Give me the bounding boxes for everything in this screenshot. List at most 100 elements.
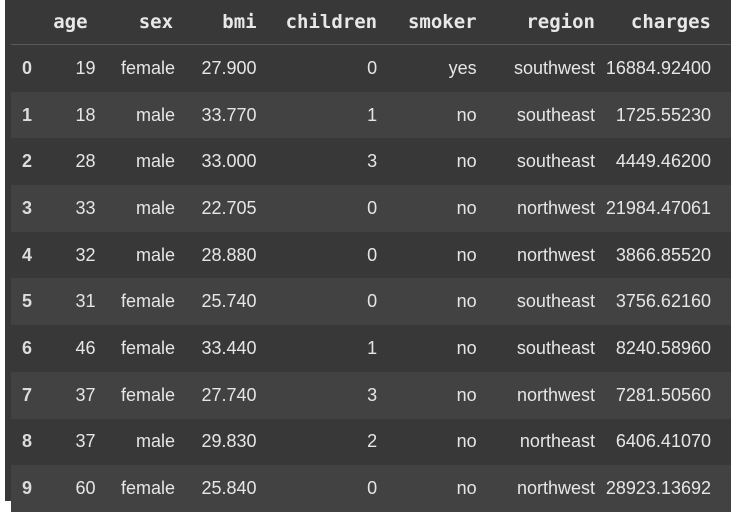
table-row: 1 18 male 33.770 1 no southeast 1725.55230 — [11, 91, 731, 139]
cell-bmi: 25.840 — [201, 478, 257, 499]
cell-region: northwest — [516, 478, 595, 499]
cell-charges: 28923.13692 — [605, 478, 711, 499]
cell-index: 3 — [22, 197, 33, 218]
cell-age: 18 — [75, 104, 96, 125]
cell-sex: male — [136, 104, 176, 125]
column-header-index — [11, 0, 51, 45]
cell-index: 7 — [22, 384, 33, 405]
cell-region: southwest — [513, 57, 595, 78]
cell-age: 46 — [75, 337, 96, 358]
cell-children: 0 — [367, 244, 378, 265]
table-row: 9 60 female 25.840 0 no northwest 28923.13692 — [11, 465, 731, 512]
cell-children: 1 — [367, 337, 378, 358]
cell-age: 31 — [75, 291, 96, 312]
column-header-charges: charges — [602, 0, 731, 45]
cell-smoker: no — [456, 197, 477, 218]
cell-children: 3 — [367, 384, 378, 405]
cell-charges: 8240.58960 — [615, 337, 711, 358]
cell-sex: female — [120, 291, 176, 312]
cell-region: southeast — [516, 337, 595, 358]
column-header-children: children — [264, 0, 386, 45]
cell-smoker: no — [456, 151, 477, 172]
cell-index: 4 — [22, 244, 33, 265]
cell-region: northwest — [516, 244, 595, 265]
cell-sex: female — [120, 337, 176, 358]
column-header-sex: sex — [95, 0, 182, 45]
cell-index: 2 — [22, 151, 33, 172]
cell-smoker: no — [456, 478, 477, 499]
table-row: 6 46 female 33.440 1 no southeast 8240.58960 — [11, 325, 731, 372]
cell-charges: 16884.92400 — [605, 57, 711, 78]
cell-smoker: no — [456, 431, 477, 452]
table-row: 8 37 male 29.830 2 no northeast 6406.41070 — [11, 418, 731, 466]
column-header-bmi: bmi — [181, 0, 265, 45]
cell-charges: 7281.50560 — [615, 384, 711, 405]
cell-bmi: 33.000 — [201, 151, 257, 172]
cell-index: 1 — [22, 104, 33, 125]
cell-sex: male — [136, 197, 176, 218]
cell-smoker: no — [456, 104, 477, 125]
cell-index: 8 — [22, 431, 33, 452]
cell-children: 0 — [367, 57, 378, 78]
cell-index: 6 — [22, 337, 33, 358]
column-header-smoker: smoker — [385, 0, 485, 45]
dataframe-output: age sex bmi children smoker region charg… — [5, 0, 731, 512]
cell-region: northwest — [516, 384, 595, 405]
cell-sex: male — [136, 431, 176, 452]
cell-sex: female — [120, 478, 176, 499]
cell-age: 32 — [75, 244, 96, 265]
cell-children: 3 — [367, 151, 378, 172]
cell-smoker: no — [456, 291, 477, 312]
cell-children: 0 — [367, 291, 378, 312]
header-row: age sex bmi children smoker region charg… — [11, 0, 731, 45]
cell-region: northeast — [519, 431, 595, 452]
cell-age: 28 — [75, 151, 96, 172]
cell-charges: 3866.85520 — [615, 244, 711, 265]
cell-index: 5 — [22, 291, 33, 312]
table-row: 0 19 female 27.900 0 yes southwest 16884.92400 — [11, 44, 731, 92]
cell-bmi: 27.740 — [201, 384, 257, 405]
cell-children: 1 — [367, 104, 378, 125]
cell-charges: 1725.55230 — [615, 104, 711, 125]
table-row: 4 32 male 28.880 0 no northwest 3866.85520 — [11, 231, 731, 279]
table-row: 3 33 male 22.705 0 no northwest 21984.47061 — [11, 185, 731, 232]
cell-bmi: 33.770 — [201, 104, 257, 125]
cell-age: 33 — [75, 197, 96, 218]
cell-bmi: 33.440 — [201, 337, 257, 358]
cell-bmi: 22.705 — [201, 197, 257, 218]
cell-age: 37 — [75, 384, 96, 405]
cell-sex: male — [136, 244, 176, 265]
cell-charges: 6406.41070 — [615, 431, 711, 452]
cell-bmi: 29.830 — [201, 431, 257, 452]
column-header-region: region — [484, 0, 603, 45]
cell-children: 0 — [367, 478, 378, 499]
table-row: 2 28 male 33.000 3 no southeast 4449.46200 — [11, 138, 731, 186]
cell-smoker: no — [456, 384, 477, 405]
cell-bmi: 28.880 — [201, 244, 257, 265]
cell-smoker: no — [456, 337, 477, 358]
cell-children: 0 — [367, 197, 378, 218]
cell-index: 9 — [22, 478, 33, 499]
cell-charges: 3756.62160 — [615, 291, 711, 312]
cell-smoker: no — [456, 244, 477, 265]
cell-sex: male — [136, 151, 176, 172]
table-row: 5 31 female 25.740 0 no southeast 3756.62160 — [11, 278, 731, 326]
dataframe-table: age sex bmi children smoker region charg… — [11, 0, 731, 512]
cell-region: northwest — [516, 197, 595, 218]
cell-age: 60 — [75, 478, 96, 499]
cell-index: 0 — [22, 57, 33, 78]
cell-charges: 4449.46200 — [615, 151, 711, 172]
cell-region: southeast — [516, 291, 595, 312]
cell-smoker: yes — [448, 57, 477, 78]
cell-children: 2 — [367, 431, 378, 452]
cell-bmi: 25.740 — [201, 291, 257, 312]
cell-sex: female — [120, 57, 176, 78]
cell-age: 37 — [75, 431, 96, 452]
table-row: 7 37 female 27.740 3 no northwest 7281.50560 — [11, 371, 731, 419]
column-header-age: age — [50, 0, 96, 45]
cell-bmi: 27.900 — [201, 57, 257, 78]
cell-region: southeast — [516, 151, 595, 172]
cell-charges: 21984.47061 — [605, 197, 711, 218]
cell-region: southeast — [516, 104, 595, 125]
cell-age: 19 — [75, 57, 96, 78]
